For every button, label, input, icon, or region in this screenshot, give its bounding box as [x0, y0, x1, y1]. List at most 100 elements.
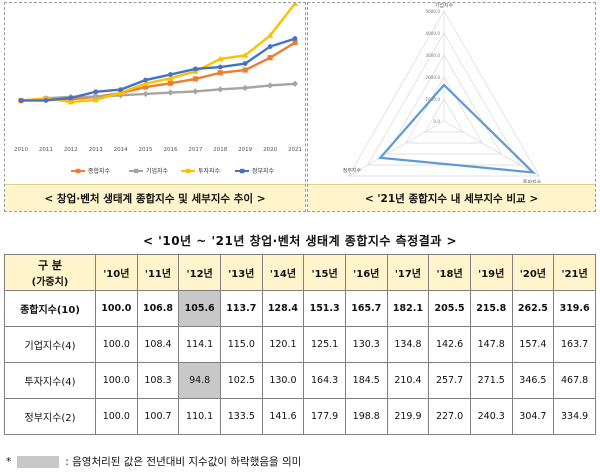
x-tick-label: 2012 — [64, 147, 78, 153]
footnote-star: * — [6, 455, 12, 468]
table-cell: 110.1 — [178, 398, 221, 435]
row-label: 기업지수(4) — [4, 326, 96, 363]
table-cell: 165.7 — [344, 290, 388, 327]
table-cell: 133.5 — [219, 398, 263, 435]
table-row: 종합지수(10) 100.0 106.8 105.6 113.7 128.4 151.3 16… — [4, 290, 596, 327]
data-point — [292, 36, 298, 41]
data-point — [291, 0, 299, 6]
data-point — [192, 66, 198, 72]
row-label: 종합지수(10) — [4, 290, 96, 327]
trend-chart-panel: 2010 2011 2012 2013 2014 2015 2016 2017 2018 2019… — [4, 0, 306, 212]
footnote: * : 음영처리된 값은 전년대비 지수값이 하락했음을 의미 — [6, 454, 301, 469]
radar-axis-line — [443, 120, 540, 177]
header-year: '21년 — [553, 254, 596, 291]
data-point — [93, 89, 99, 95]
table-cell: 142.6 — [428, 326, 471, 363]
legend-label-3: 정부지수 — [252, 167, 275, 175]
legend-marker — [240, 168, 245, 174]
legend-label-2: 투자지수 — [198, 167, 221, 175]
table-cell: 100.0 — [95, 326, 138, 363]
header-year: '14년 — [261, 254, 305, 291]
x-tick-label: 2016 — [163, 147, 177, 153]
legend-label-1: 기업지수 — [146, 167, 169, 175]
data-point — [266, 32, 274, 38]
x-tick-label: 2017 — [188, 147, 202, 153]
series-line-2 — [20, 2, 296, 104]
table-cell: 128.4 — [261, 290, 305, 327]
header-year: '19년 — [469, 254, 513, 291]
radar-grid-ring — [424, 98, 464, 133]
data-point — [167, 74, 174, 81]
data-point — [267, 44, 273, 49]
table-cell: 102.5 — [219, 362, 263, 399]
table-cell: 100.0 — [95, 398, 138, 435]
table-cell: 106.8 — [136, 290, 180, 327]
table-cell: 100.0 — [95, 362, 138, 399]
radar-chart-panel: 0.0 1000.0 2000.0 3000.0 4000.0 5000.0 기업지수 투자지… — [307, 2, 596, 212]
x-tick-label: 2021 — [288, 147, 302, 153]
table-row: 기업지수(4) 100.0 108.4 114.1 115.0 120.1 125.1 130… — [4, 326, 596, 363]
table-cell: 157.4 — [511, 326, 555, 363]
radar-chart-caption: < '21년 종합지수 내 세부지수 비교 > — [308, 184, 595, 211]
radar-tick-label: 2000.0 — [425, 75, 440, 80]
table-title: < '10년 ~ '21년 창업·벤처 생태계 종합지수 측정결과 > — [142, 234, 458, 248]
data-point — [292, 80, 298, 87]
table-cell: 105.6 — [178, 290, 221, 327]
table-cell: 215.8 — [469, 290, 513, 327]
header-category: 구 분 (가중치) — [4, 254, 96, 291]
x-tick-label: 2010 — [14, 147, 28, 153]
data-point — [142, 84, 149, 90]
trend-line-chart: 2010 2011 2012 2013 2014 2015 2016 2017 2018 2019… — [14, 0, 302, 175]
radar-axis-label-0: 기업지수 — [435, 3, 454, 9]
table-cell: 257.7 — [428, 362, 471, 399]
data-point — [167, 89, 174, 96]
table-cell: 467.8 — [553, 362, 596, 399]
x-tick-label: 2011 — [39, 147, 53, 153]
header-year: '17년 — [386, 254, 430, 291]
radar-grid-ring — [386, 54, 502, 155]
results-table: 구 분 (가중치) '10년 '11년 '12년 '13년 '14년 '15년 '16년 '1… — [4, 254, 596, 435]
data-point — [192, 76, 198, 82]
data-point — [118, 87, 124, 93]
header-year: '13년 — [219, 254, 263, 291]
data-point — [92, 96, 99, 103]
table-cell: 151.3 — [303, 290, 346, 327]
radar-axis-line — [348, 120, 445, 177]
header-year: '10년 — [95, 254, 138, 291]
row-label: 정부지수(2) — [4, 398, 96, 435]
table-cell: 271.5 — [469, 362, 513, 399]
series-line-3 — [20, 37, 296, 102]
header-year: '12년 — [178, 254, 221, 291]
header-year: '15년 — [303, 254, 346, 291]
data-point — [67, 98, 75, 105]
table-cell: 163.7 — [553, 326, 596, 363]
x-tick-label: 2020 — [263, 147, 277, 153]
table-cell: 219.9 — [386, 398, 430, 435]
radar-tick-label: 0.0 — [433, 119, 440, 124]
table-header-row: 구 분 (가중치) '10년 '11년 '12년 '13년 '14년 '15년 '16년 '1… — [4, 254, 596, 291]
data-point — [292, 40, 298, 46]
data-point — [142, 80, 149, 87]
data-point — [242, 61, 248, 66]
series-line-0 — [20, 41, 296, 102]
table-cell: 304.7 — [511, 398, 555, 435]
legend-label-0: 종합지수 — [88, 167, 111, 175]
table-cell: 262.5 — [511, 290, 555, 327]
x-tick-label: 2013 — [89, 147, 103, 153]
header-category-label: 구 분 — [37, 259, 63, 272]
subindex-radar-chart: 0.0 1000.0 2000.0 3000.0 4000.0 5000.0기업지수투자지… — [343, 2, 542, 186]
radar-grid-ring — [405, 76, 483, 144]
table-cell: 334.9 — [553, 398, 596, 435]
table-cell: 182.1 — [386, 290, 430, 327]
table-cell: 184.5 — [344, 362, 388, 399]
header-weight-label: (가중치) — [31, 277, 69, 288]
footnote-text: : 음영처리된 값은 전년대비 지수값이 하락했음을 의미 — [65, 456, 302, 468]
table-cell: 113.7 — [219, 290, 263, 327]
radar-axis-label-1: 투자지수 — [523, 179, 542, 183]
table-cell: 240.3 — [469, 398, 513, 435]
data-point — [117, 89, 124, 96]
table-cell: 210.4 — [386, 362, 430, 399]
radar-series-polygon — [377, 83, 537, 174]
table-cell: 114.1 — [178, 326, 221, 363]
data-point — [242, 84, 249, 92]
